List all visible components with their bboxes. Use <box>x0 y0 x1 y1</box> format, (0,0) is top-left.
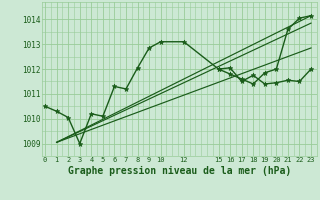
X-axis label: Graphe pression niveau de la mer (hPa): Graphe pression niveau de la mer (hPa) <box>68 166 291 176</box>
